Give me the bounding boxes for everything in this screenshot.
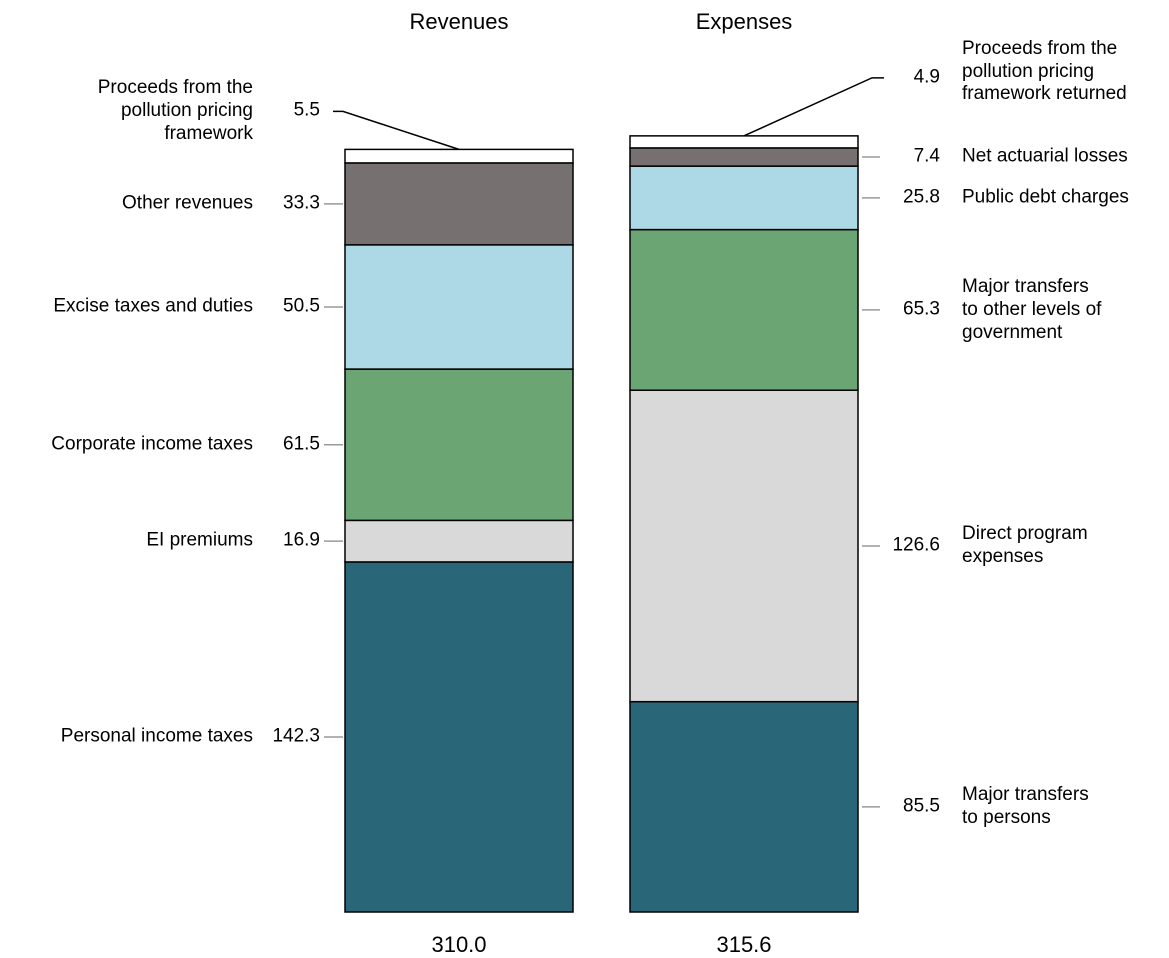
segment-name: Excise taxes and duties	[53, 295, 253, 317]
bar-segment	[344, 519, 574, 563]
bar-segment	[629, 135, 859, 149]
bar-segment	[344, 162, 574, 246]
value-label: 25.8	[903, 186, 940, 208]
bar-segment	[629, 700, 859, 913]
segment-name: Other revenues	[122, 192, 253, 214]
bar-title: Revenues	[409, 9, 509, 34]
segment-name: Net actuarial losses	[962, 145, 1128, 167]
bar-segment	[629, 147, 859, 167]
segment-name: Direct program expenses	[962, 523, 1088, 567]
bar-segment	[629, 228, 859, 391]
total-label: 315.6	[716, 932, 772, 957]
segment-name: Corporate income taxes	[51, 433, 253, 455]
segment-name: Major transfers to other levels of gover…	[962, 275, 1102, 343]
segment-name: Personal income taxes	[60, 725, 253, 747]
segment-name: Major transfers to persons	[962, 784, 1089, 828]
value-label: 85.5	[903, 795, 940, 817]
segment-name: Proceeds from the pollution pricing fram…	[97, 77, 253, 144]
bar-segment	[344, 244, 574, 370]
bar-segment	[629, 165, 859, 231]
value-label: 4.9	[913, 66, 940, 88]
value-label: 7.4	[913, 145, 940, 167]
leader-line	[743, 77, 884, 137]
value-label: 50.5	[283, 295, 320, 317]
value-label: 61.5	[283, 433, 320, 455]
bar-segment	[344, 561, 574, 913]
segment-name: Proceeds from the pollution pricing fram…	[962, 37, 1127, 105]
total-label: 310.0	[431, 932, 487, 957]
value-label: 142.3	[272, 725, 320, 747]
bar-title: Expenses	[695, 9, 793, 34]
leader-line	[333, 110, 460, 151]
bar-segment	[629, 389, 859, 703]
value-label: 126.6	[892, 534, 940, 556]
value-label: 16.9	[283, 529, 320, 551]
value-label: 33.3	[283, 192, 320, 214]
bar-segment	[344, 148, 574, 164]
segment-name: EI premiums	[146, 529, 253, 551]
segment-name: Public debt charges	[962, 186, 1129, 208]
value-label: 5.5	[293, 99, 320, 121]
value-label: 65.3	[903, 298, 940, 320]
bar-segment	[344, 368, 574, 522]
